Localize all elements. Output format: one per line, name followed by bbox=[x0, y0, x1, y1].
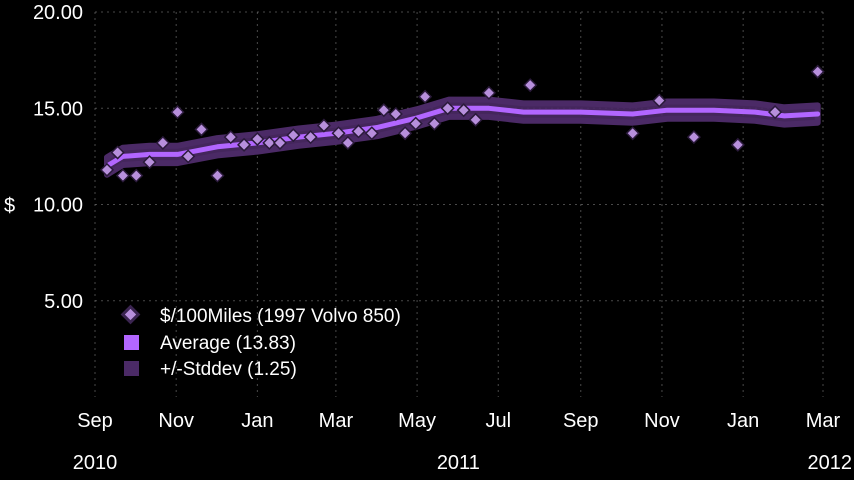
grid-layer bbox=[94, 11, 824, 397]
x-year-label: 2010 bbox=[73, 452, 118, 474]
legend-item-points: $/100Miles (1997 Volvo 850) bbox=[120, 304, 401, 327]
x-tick-label: Jul bbox=[485, 410, 511, 432]
data-point bbox=[364, 126, 379, 141]
data-point bbox=[388, 106, 403, 122]
legend-label-average: Average (13.83) bbox=[160, 333, 296, 354]
y-axis-label: $ bbox=[4, 195, 15, 217]
y-tick-label: 5.00 bbox=[44, 291, 83, 313]
data-point bbox=[223, 130, 238, 145]
average-line bbox=[104, 105, 821, 169]
data-point bbox=[316, 118, 331, 133]
y-tick-label: 15.00 bbox=[33, 98, 83, 120]
data-point bbox=[303, 130, 318, 145]
data-point bbox=[625, 126, 640, 141]
legend-label-stddev: +/-Stddev (1.25) bbox=[160, 359, 297, 380]
data-point bbox=[468, 112, 483, 127]
x-tick-label: Mar bbox=[319, 410, 354, 432]
legend-item-stddev: +/-Stddev (1.25) bbox=[124, 359, 297, 380]
data-point bbox=[810, 64, 825, 79]
data-point bbox=[456, 103, 471, 118]
data-point bbox=[272, 135, 288, 150]
data-point bbox=[408, 116, 423, 131]
x-tick-label: Sep bbox=[563, 410, 599, 432]
data-point bbox=[686, 130, 701, 145]
data-point bbox=[115, 168, 131, 183]
data-point bbox=[170, 105, 185, 120]
data-point bbox=[440, 101, 455, 116]
data-point bbox=[194, 122, 209, 137]
data-point bbox=[110, 145, 125, 160]
legend-label-points: $/100Miles (1997 Volvo 850) bbox=[160, 306, 401, 327]
data-point bbox=[286, 128, 301, 143]
data-point bbox=[427, 116, 442, 131]
data-point bbox=[129, 168, 144, 183]
average-line-layer bbox=[104, 105, 821, 169]
legend-item-average: Average (13.83) bbox=[124, 333, 296, 354]
x-tick-label: Jan bbox=[241, 410, 273, 432]
data-point bbox=[481, 85, 497, 100]
data-point bbox=[340, 135, 355, 150]
x-tick-label: Nov bbox=[158, 410, 194, 432]
data-point bbox=[331, 126, 346, 141]
data-point bbox=[181, 149, 196, 164]
legend-swatch-stddev bbox=[124, 361, 139, 376]
x-axis: Sep Nov Jan Mar May Jul Sep Nov Jan Mar 2010 2011 20… bbox=[73, 410, 852, 474]
data-point bbox=[262, 135, 277, 150]
data-point bbox=[652, 93, 667, 108]
x-tick-label: Mar bbox=[806, 410, 841, 432]
data-point bbox=[376, 103, 391, 118]
scatter-points-layer bbox=[99, 64, 825, 183]
data-point bbox=[523, 78, 538, 93]
y-tick-label: 10.00 bbox=[33, 195, 83, 217]
x-tick-label: Nov bbox=[644, 410, 680, 432]
data-point bbox=[730, 137, 745, 152]
x-year-label: 2011 bbox=[437, 452, 480, 474]
x-tick-label: Sep bbox=[77, 410, 113, 432]
data-point bbox=[768, 105, 783, 120]
data-point bbox=[142, 155, 157, 170]
legend-swatch-points bbox=[120, 304, 141, 325]
x-tick-label: Jan bbox=[727, 410, 759, 432]
data-point bbox=[398, 126, 413, 141]
data-point bbox=[418, 89, 433, 104]
data-point bbox=[155, 135, 170, 150]
y-tick-label: 20.00 bbox=[33, 2, 83, 24]
data-point bbox=[250, 131, 265, 147]
legend: $/100Miles (1997 Volvo 850) Average (13.… bbox=[120, 304, 401, 380]
x-tick-label: May bbox=[398, 410, 436, 432]
data-point bbox=[99, 162, 115, 177]
data-point bbox=[210, 168, 225, 183]
legend-swatch-average bbox=[124, 335, 139, 350]
y-axis: $ 5.00 10.00 15.00 20.00 bbox=[4, 2, 83, 313]
data-point bbox=[236, 137, 252, 152]
x-year-label: 2012 bbox=[808, 452, 853, 474]
data-point bbox=[351, 124, 366, 139]
